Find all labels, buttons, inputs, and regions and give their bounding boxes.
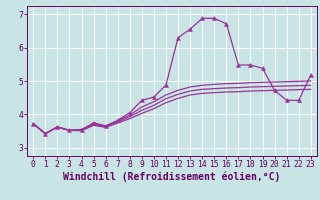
X-axis label: Windchill (Refroidissement éolien,°C): Windchill (Refroidissement éolien,°C) xyxy=(63,172,281,182)
